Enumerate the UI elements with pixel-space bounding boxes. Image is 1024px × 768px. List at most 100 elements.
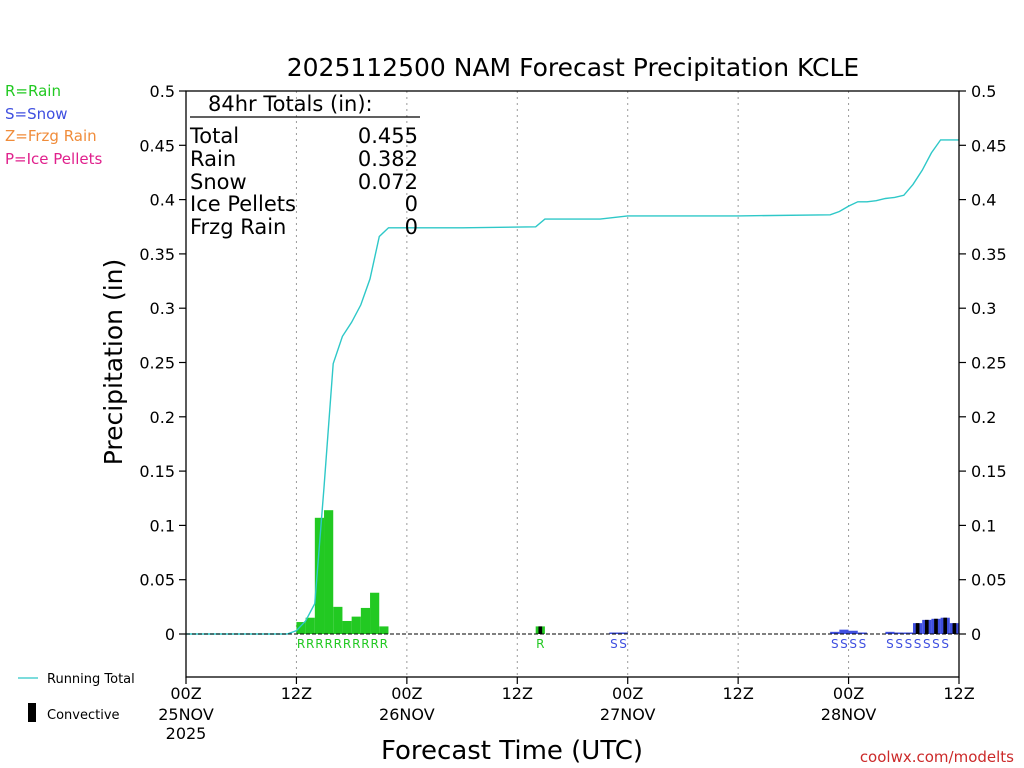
convective-bar-h82 <box>943 617 948 634</box>
plot-frame <box>185 90 960 678</box>
ytick-label-left-7: 0.35 <box>139 245 175 264</box>
running-total-line <box>186 139 959 635</box>
ptype-label-4: R <box>334 637 342 651</box>
totals-rain-value: 0.382 <box>358 147 418 171</box>
ytick-label-right-1: 0.05 <box>971 571 1007 590</box>
totals-ice-label: Ice Pellets <box>190 192 296 216</box>
ptype-label-15: S <box>849 637 857 651</box>
bar-h19 <box>360 607 371 634</box>
ptype-label-1: R <box>306 637 314 651</box>
grid-lines <box>295 91 850 677</box>
convective-bar-h79 <box>915 623 920 634</box>
ytick-label-left-6: 0.3 <box>150 299 175 318</box>
ytick-label-right-8: 0.4 <box>971 191 996 210</box>
totals-total-label: Total <box>189 124 239 148</box>
ptype-label-0: R <box>297 637 305 651</box>
totals-frzg-label: Frzg Rain <box>190 215 286 239</box>
totals-frzg-value: 0 <box>405 215 418 239</box>
ytick-label-left-1: 0.05 <box>139 571 175 590</box>
ptype-label-18: S <box>895 637 903 651</box>
convective-legend-label: Convective <box>47 708 120 723</box>
ytick-label-right-10: 0.5 <box>971 82 996 101</box>
bar-h76 <box>885 631 895 634</box>
ytick-label-right-9: 0.45 <box>971 136 1007 155</box>
ytick-label-right-4: 0.2 <box>971 408 996 427</box>
bar-h17 <box>342 620 352 634</box>
chart-title: 2025112500 NAM Forecast Precipitation KC… <box>287 53 859 82</box>
totals-ice-value: 0 <box>405 192 418 216</box>
x-axis-label: Forecast Time (UTC) <box>381 736 643 766</box>
ptype-label-3: R <box>324 637 332 651</box>
convective-bar-h83 <box>952 623 957 634</box>
ytick-label-left-0: 0 <box>165 625 175 644</box>
ptype-label-16: S <box>859 637 867 651</box>
bar-h14 <box>314 517 325 634</box>
ytick-label-left-5: 0.25 <box>139 354 175 373</box>
xtick-label-3: 12Z <box>502 684 533 703</box>
bar-h20 <box>370 592 380 634</box>
ytick-label-right-7: 0.35 <box>971 245 1007 264</box>
bar-h16 <box>333 606 343 634</box>
totals-box: 84hr Totals (in): Total 0.455 Rain 0.382… <box>189 92 420 239</box>
bar-h70 <box>830 631 840 634</box>
totals-rain-label: Rain <box>190 147 236 171</box>
ytick-label-right-5: 0.25 <box>971 354 1007 373</box>
xtick-label-0: 00Z <box>170 684 201 703</box>
ptype-label-20: S <box>914 637 922 651</box>
ptype-label-10: R <box>536 637 544 651</box>
ptype-label-7: R <box>361 637 369 651</box>
y-axis-label: Precipitation (in) <box>99 259 128 466</box>
ytick-label-left-9: 0.45 <box>139 136 175 155</box>
credit-text: coolwx.com/modelts <box>860 748 1014 766</box>
convective-bar-h80 <box>924 619 929 634</box>
running-total-legend-label: Running Total <box>47 672 135 687</box>
ytick-label-right-6: 0.3 <box>971 299 996 318</box>
ptype-label-14: S <box>840 637 848 651</box>
ytick-label-right-2: 0.1 <box>971 516 996 535</box>
xtick-date-6: 28NOV <box>821 705 877 724</box>
bar-h12 <box>296 622 306 634</box>
ptype-label-5: R <box>343 637 351 651</box>
ytick-label-left-8: 0.4 <box>150 191 175 210</box>
convective-bar-h81 <box>934 618 938 634</box>
totals-snow-label: Snow <box>190 170 247 194</box>
ptype-label-9: R <box>380 637 388 651</box>
legend-rain: R=Rain <box>5 82 61 100</box>
running-total-layer <box>186 139 959 635</box>
bar-h78 <box>903 632 913 634</box>
ptype-label-8: R <box>370 637 378 651</box>
legend-frzg-rain: Z=Frzg Rain <box>5 127 97 145</box>
bar-h72 <box>848 630 858 634</box>
bar-h46 <box>609 632 619 634</box>
axes-layer: 0 00.05 0.050.1 0.10.15 0.150.2 0.20.25 0.250.… <box>139 82 1006 743</box>
convective-bar-h38 <box>538 626 543 634</box>
xtick-label-1: 12Z <box>281 684 312 703</box>
bar-h73 <box>857 632 867 634</box>
ptype-label-22: S <box>932 637 940 651</box>
ytick-label-left-3: 0.15 <box>139 462 175 481</box>
ptype-label-2: R <box>315 637 323 651</box>
ytick-label-left-10: 0.5 <box>150 82 175 101</box>
xtick-label-4: 00Z <box>612 684 643 703</box>
xtick-date-2: 26NOV <box>379 705 435 724</box>
ptype-label-11: S <box>610 637 618 651</box>
ytick-label-left-2: 0.1 <box>150 516 175 535</box>
bar-h18 <box>351 616 361 634</box>
xtick-label-7: 12Z <box>943 684 974 703</box>
convective-legend-swatch <box>28 703 36 722</box>
ptype-label-6: R <box>352 637 360 651</box>
bar-h47 <box>618 632 628 634</box>
totals-snow-value: 0.072 <box>358 170 418 194</box>
totals-total-value: 0.455 <box>358 124 418 148</box>
xtick-label-5: 12Z <box>722 684 753 703</box>
ptype-label-17: S <box>886 637 894 651</box>
legend-ice-pellets: P=Ice Pellets <box>5 150 102 168</box>
xtick-label-6: 00Z <box>833 684 864 703</box>
legend-snow: S=Snow <box>5 105 68 123</box>
bar-h15 <box>324 510 334 634</box>
xtick-date-0: 25NOV <box>158 705 214 724</box>
xtick-year-0: 2025 <box>166 724 207 743</box>
totals-header: 84hr Totals (in): <box>208 92 373 116</box>
ytick-label-right-0: 0 <box>971 625 981 644</box>
